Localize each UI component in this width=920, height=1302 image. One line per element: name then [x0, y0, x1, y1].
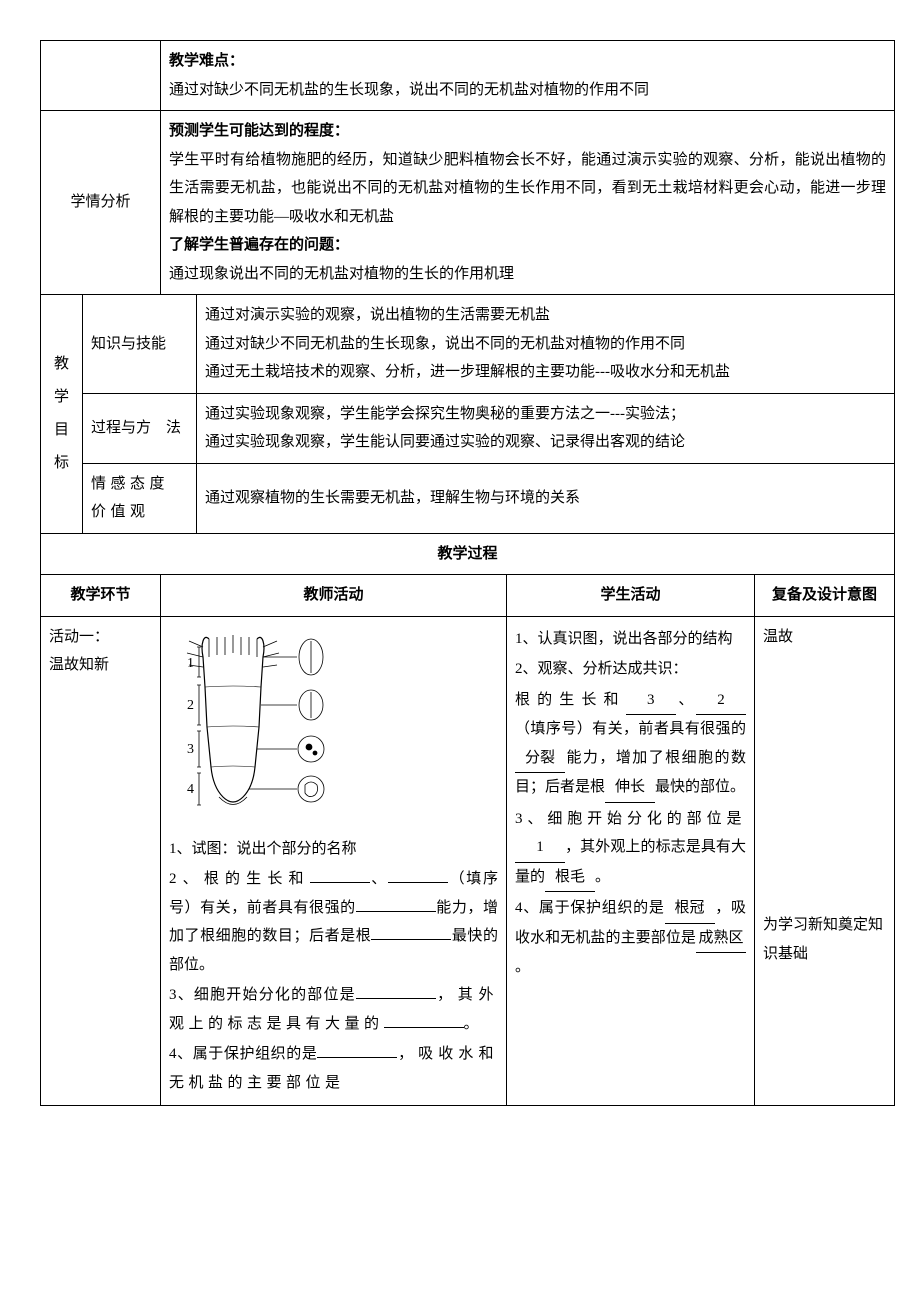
- process-line2: 通过实验现象观察，学生能认同要通过实验的观察、记录得出客观的结论: [205, 428, 886, 457]
- difficulty-content: 通过对缺少不同无机盐的生长现象，说出不同的无机盐对植物的作用不同: [169, 76, 886, 105]
- goals-knowledge-row: 教学目标 知识与技能 通过对演示实验的观察，说出植物的生活需要无机盐 通过对缺少…: [41, 295, 895, 394]
- root-tip-diagram: 1 2 3 4: [169, 627, 349, 827]
- t-q3: 3、细胞开始分化的部位是，其外观上的标志是具有大量的。: [169, 981, 498, 1038]
- s-1: 1、认真识图，说出各部分的结构: [515, 625, 746, 654]
- problem-content: 通过现象说出不同的无机盐对植物的生长的作用机理: [169, 260, 886, 289]
- knowledge-line2: 通过对缺少不同无机盐的生长现象，说出不同的无机盐对植物的作用不同: [205, 330, 886, 359]
- prediction-content: 学生平时有给植物施肥的经历，知道缺少肥料植物会长不好，能通过演示实验的观察、分析…: [169, 146, 886, 232]
- svg-text:3: 3: [187, 742, 194, 757]
- difficulty-row: 教学难点： 通过对缺少不同无机盐的生长现象，说出不同的无机盐对植物的作用不同: [41, 41, 895, 111]
- t-q4: 4、属于保护组织的是，吸收水和无机盐的主要部位是: [169, 1040, 498, 1097]
- s-4: 4、属于保护组织的是根冠，吸收水和无机盐的主要部位是成熟区。: [515, 894, 746, 982]
- t-q1: 1、试图：说出个部分的名称: [169, 835, 498, 864]
- activity1-phase: 活动一： 温故知新: [41, 616, 161, 1106]
- learning-analysis-content: 预测学生可能达到的程度： 学生平时有给植物施肥的经历，知道缺少肥料植物会长不好，…: [161, 111, 895, 295]
- activity1-notes: 温故 为学习新知奠定知识基础: [755, 616, 895, 1106]
- process-content: 通过实验现象观察，学生能学会探究生物奥秘的重要方法之一---实验法； 通过实验现…: [197, 393, 895, 463]
- goals-process-row: 过程与方 法 通过实验现象观察，学生能学会探究生物奥秘的重要方法之一---实验法…: [41, 393, 895, 463]
- s-3: 3、细胞开始分化的部位是1，其外观上的标志是具有大量的根毛。: [515, 805, 746, 893]
- t-q2: 2、根的生长和、（填序号）有关，前者具有很强的能力，增加了根细胞的数目；后者是根…: [169, 865, 498, 979]
- header-notes: 复备及设计意图: [755, 575, 895, 617]
- goals-label: 教学目标: [41, 295, 83, 534]
- s-2: 2、观察、分析达成共识：: [515, 655, 746, 684]
- knowledge-content: 通过对演示实验的观察，说出植物的生活需要无机盐 通过对缺少不同无机盐的生长现象，…: [197, 295, 895, 394]
- activity1-title: 活动一：: [49, 623, 152, 652]
- header-student: 学生活动: [507, 575, 755, 617]
- knowledge-line1: 通过对演示实验的观察，说出植物的生活需要无机盐: [205, 301, 886, 330]
- emotion-content: 通过观察植物的生长需要无机盐，理解生物与环境的关系: [197, 463, 895, 533]
- activity1-teacher: 1 2 3 4 1、试图：说出个部分的名称 2、根的生长和、（填序号）有关，前者…: [161, 616, 507, 1106]
- process-title-row: 教学过程: [41, 533, 895, 575]
- activity1-student: 1、认真识图，说出各部分的结构 2、观察、分析达成共识： 根的生长和3、2（填序…: [507, 616, 755, 1106]
- emotion-label: 情感态度 价值观: [83, 463, 197, 533]
- s-2detail: 根的生长和3、2（填序号）有关，前者具有很强的分裂能力，增加了根细胞的数目；后者…: [515, 686, 746, 803]
- difficulty-content-cell: 教学难点： 通过对缺少不同无机盐的生长现象，说出不同的无机盐对植物的作用不同: [161, 41, 895, 111]
- svg-text:2: 2: [187, 698, 194, 713]
- header-phase: 教学环节: [41, 575, 161, 617]
- svg-text:1: 1: [187, 656, 194, 671]
- problem-heading: 了解学生普遍存在的问题：: [169, 231, 886, 260]
- activity1-subtitle: 温故知新: [49, 651, 152, 680]
- learning-analysis-row: 学情分析 预测学生可能达到的程度： 学生平时有给植物施肥的经历，知道缺少肥料植物…: [41, 111, 895, 295]
- learning-analysis-label: 学情分析: [41, 111, 161, 295]
- prediction-heading: 预测学生可能达到的程度：: [169, 117, 886, 146]
- difficulty-heading: 教学难点：: [169, 47, 886, 76]
- knowledge-label: 知识与技能: [83, 295, 197, 394]
- knowledge-line3: 通过无土栽培技术的观察、分析，进一步理解根的主要功能---吸收水分和无机盐: [205, 358, 886, 387]
- header-teacher: 教师活动: [161, 575, 507, 617]
- process-title: 教学过程: [41, 533, 895, 575]
- emotion-label2: 价值观: [91, 498, 188, 527]
- lesson-plan-table: 教学难点： 通过对缺少不同无机盐的生长现象，说出不同的无机盐对植物的作用不同 学…: [40, 40, 895, 1106]
- activity1-row: 活动一： 温故知新: [41, 616, 895, 1106]
- svg-text:4: 4: [187, 782, 194, 797]
- process-line1: 通过实验现象观察，学生能学会探究生物奥秘的重要方法之一---实验法；: [205, 400, 886, 429]
- notes-1: 温故: [763, 623, 886, 652]
- emotion-label1: 情感态度: [91, 470, 188, 499]
- process-header-row: 教学环节 教师活动 学生活动 复备及设计意图: [41, 575, 895, 617]
- process-label: 过程与方 法: [83, 393, 197, 463]
- goals-emotion-row: 情感态度 价值观 通过观察植物的生长需要无机盐，理解生物与环境的关系: [41, 463, 895, 533]
- notes-2: 为学习新知奠定知识基础: [763, 911, 886, 968]
- difficulty-label-cell: [41, 41, 161, 111]
